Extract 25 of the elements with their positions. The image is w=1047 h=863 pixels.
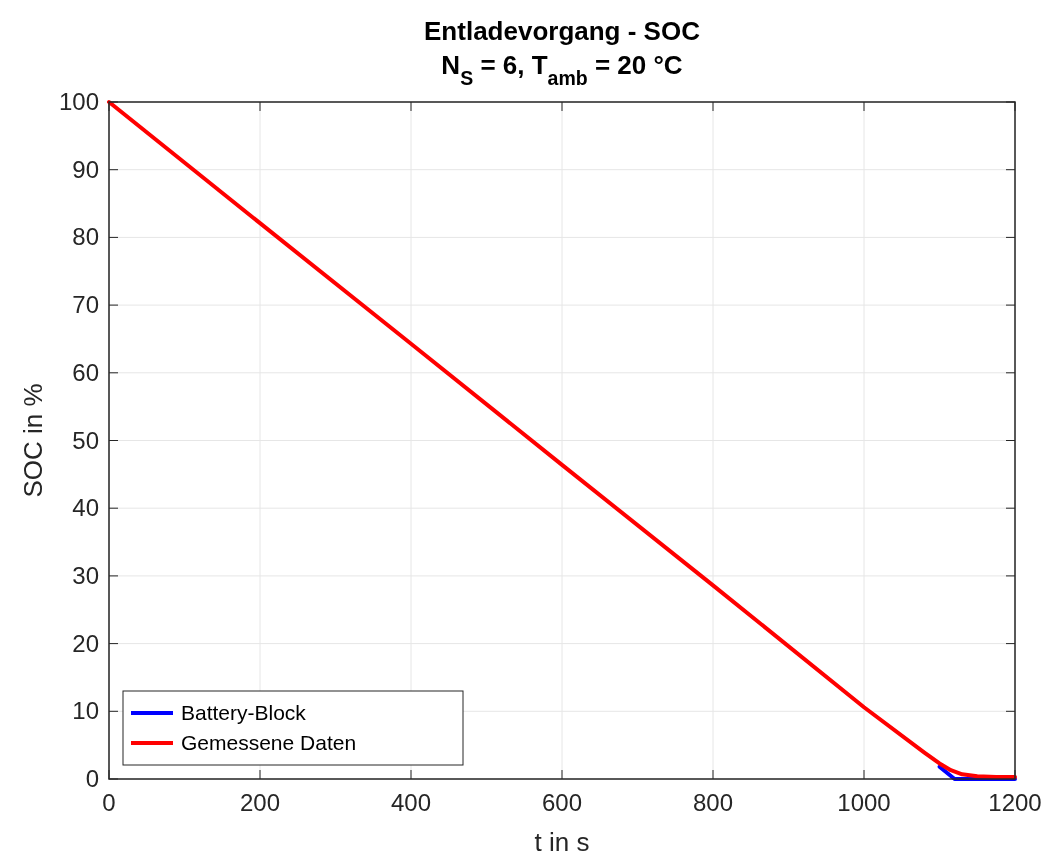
y-tick-label: 80 — [72, 223, 99, 251]
legend-label: Battery-Block — [181, 701, 307, 724]
x-tick-label: 400 — [390, 789, 432, 816]
y-tick-label: 40 — [72, 494, 99, 522]
x-tick-label: 200 — [239, 789, 281, 816]
chart-title: Entladevorgang - SOC — [424, 16, 701, 46]
y-tick-label: 20 — [72, 629, 99, 657]
y-tick-label: 90 — [72, 155, 99, 183]
line-series — [107, 100, 1017, 779]
y-tick-label: 60 — [72, 358, 99, 386]
y-tick-label: 0 — [85, 765, 99, 792]
x-tick-label: 1200 — [988, 789, 1042, 816]
y-tick-label: 50 — [72, 426, 99, 454]
y-tick-label: 10 — [72, 697, 99, 725]
y-tick-label: 70 — [72, 291, 99, 319]
x-tick-label: 600 — [541, 789, 583, 816]
x-tick-label: 1000 — [837, 789, 891, 816]
chart-subtitle: N$_{S}$ = 6, T$_{amb}$ = 20 °C — [441, 50, 683, 89]
y-tick-label: 100 — [58, 88, 99, 115]
x-axis-title: t in s — [534, 827, 590, 857]
y-tick-label: 30 — [72, 561, 99, 589]
x-tick-label: 800 — [692, 789, 734, 816]
x-tick-label: 0 — [102, 789, 116, 816]
legend-label: Gemessene Daten — [181, 731, 357, 754]
y-axis-title: SOC in % — [18, 383, 48, 498]
